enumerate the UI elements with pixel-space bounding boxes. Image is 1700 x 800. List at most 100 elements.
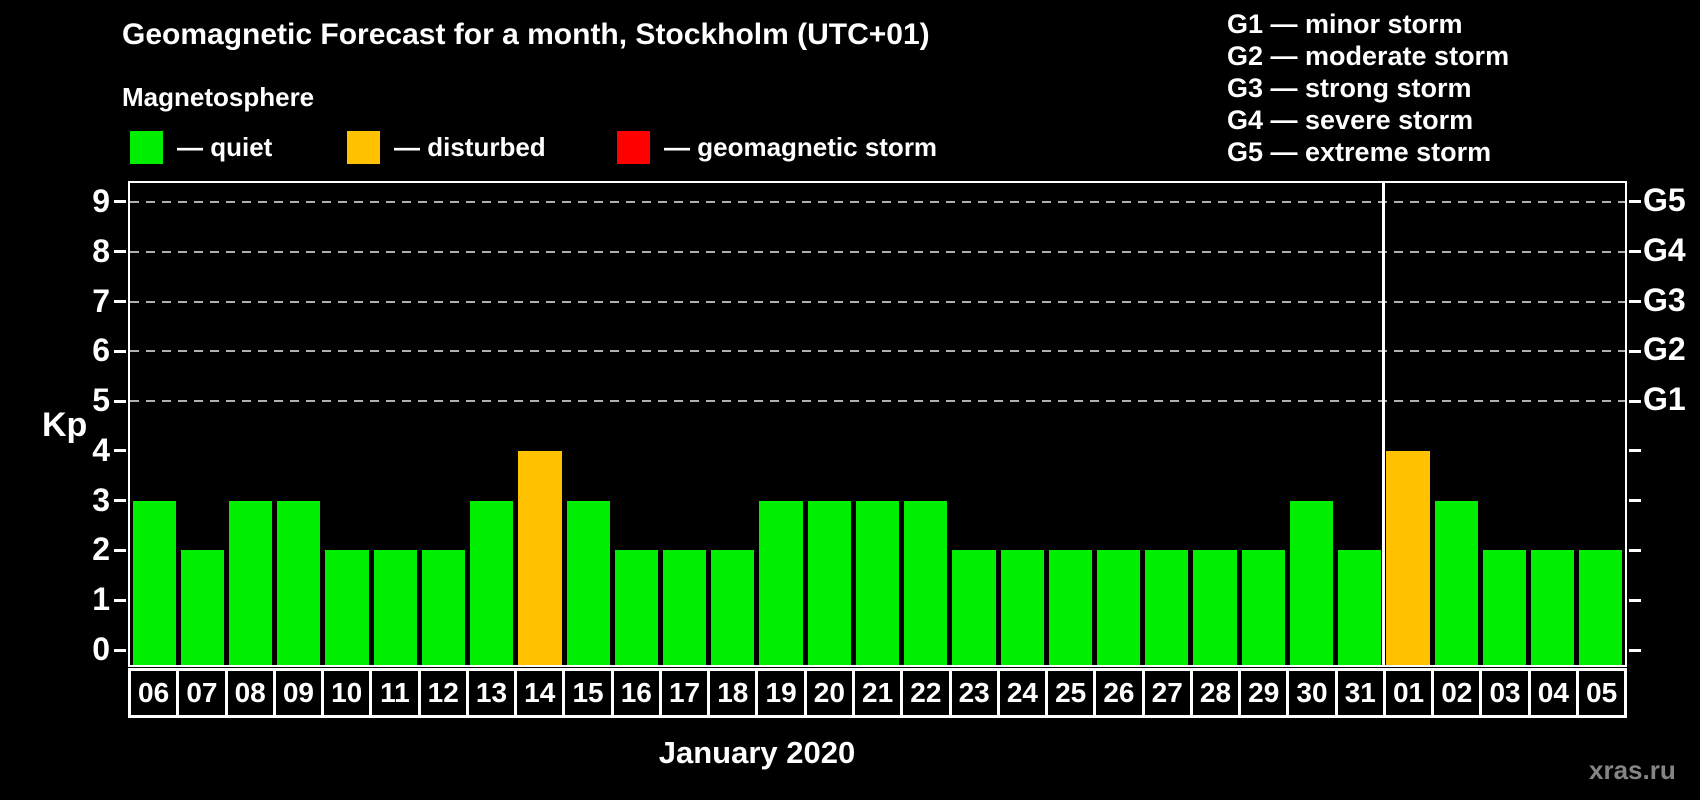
kp-bar-day-27: [1145, 550, 1189, 665]
kp-bar-day-28: [1193, 550, 1237, 665]
kp-bar-day-21: [855, 500, 900, 665]
g-scale-legend-line-g2: G2 — moderate storm: [1227, 41, 1510, 71]
gridline-kp8: [130, 250, 1625, 253]
g-scale-label-g3: G3: [1643, 281, 1686, 318]
y-axis-tick-label: 8: [92, 232, 110, 269]
date-cell-25: 25: [1045, 668, 1097, 718]
y-axis-title: Kp: [42, 406, 88, 444]
date-cell-09: 09: [272, 668, 325, 718]
date-cell-14: 14: [514, 668, 566, 718]
gridline-kp7: [130, 300, 1625, 303]
legend-item-quiet: — quiet: [130, 130, 272, 164]
x-axis-title: January 2020: [658, 735, 856, 770]
plot-area: 0 1 2 3 4 5 6 7 8 9 G1 G2 G3 G4 G5: [92, 181, 1686, 667]
y-axis-tick: [114, 349, 126, 353]
kp-bar-day-26: [1097, 550, 1141, 665]
date-cell-06: 06: [128, 668, 180, 718]
kp-bar-day-20: [807, 500, 851, 665]
watermark: xras.ru: [1589, 755, 1676, 785]
kp-bar-day-09: [277, 500, 321, 665]
date-cell-08: 08: [224, 668, 276, 718]
right-axis-tick: [1629, 300, 1641, 304]
g-scale-legend-line-g3: G3 — strong storm: [1227, 73, 1472, 103]
right-axis-tick: [1629, 200, 1641, 204]
kp-bar-day-25: [1048, 550, 1092, 665]
date-cell-11: 11: [369, 668, 421, 718]
kp-bar-day-24: [1000, 550, 1044, 665]
y-axis-tick-label: 1: [92, 581, 110, 618]
right-axis-tick: [1629, 499, 1641, 503]
date-cell-20: 20: [803, 668, 855, 718]
gridline-kp9: [130, 200, 1625, 203]
legend-label-storm: — geomagnetic storm: [664, 131, 938, 162]
y-axis-tick-label: 5: [92, 382, 110, 419]
y-axis-tick: [114, 399, 126, 403]
date-cell-26: 26: [1093, 668, 1145, 718]
kp-bar-day-19: [759, 500, 803, 665]
date-cell-10: 10: [321, 668, 373, 718]
y-axis-tick-label: 4: [92, 431, 110, 468]
quiet-color-swatch: [130, 130, 163, 164]
y-axis-tick: [114, 200, 126, 204]
date-cell-23: 23: [948, 668, 1000, 718]
gridline-kp5: [130, 400, 1625, 403]
date-cell-22: 22: [900, 668, 952, 718]
kp-bar-day-07: [180, 550, 224, 665]
y-axis-tick: [114, 648, 126, 652]
date-cell-21: 21: [851, 668, 904, 718]
right-axis-tick: [1629, 648, 1641, 652]
right-axis-tick: [1629, 598, 1641, 602]
y-axis-tick: [114, 250, 126, 254]
date-cell-29: 29: [1238, 668, 1290, 718]
date-cell-17: 17: [658, 668, 711, 718]
g-scale-legend-line-g1: G1 — minor storm: [1227, 9, 1463, 39]
storm-color-swatch: [617, 130, 650, 164]
kp-bar-day-31: [1338, 550, 1382, 665]
y-axis-tick-label: 0: [92, 631, 110, 667]
y-axis-tick: [114, 449, 126, 453]
date-cell-18: 18: [707, 668, 759, 718]
right-axis-tick: [1629, 250, 1641, 254]
g-scale-label-g2: G2: [1643, 331, 1686, 368]
kp-bar-day-22: [904, 500, 948, 665]
g-scale-label-g5: G5: [1643, 181, 1686, 218]
kp-bar-day-17: [662, 550, 707, 665]
kp-bar-day-06: [132, 500, 176, 665]
g-scale-legend-line-g5: G5 — extreme storm: [1227, 137, 1492, 167]
date-cell-15: 15: [562, 668, 614, 718]
date-cell-31: 31: [1334, 668, 1386, 718]
kp-bar-day-23: [952, 550, 996, 665]
date-cell-05: 05: [1575, 668, 1628, 718]
kp-bar-day-15: [566, 500, 610, 665]
x-axis-date-row: 06 07 08 09 10 11 12 13 14 15 16 17 18 19 20 21 22 23 24 25…: [128, 668, 1628, 718]
y-axis-tick-label: 9: [92, 182, 110, 219]
y-axis-tick: [114, 598, 126, 602]
right-axis-tick: [1629, 548, 1641, 552]
date-cell-30: 30: [1286, 668, 1338, 718]
right-axis-tick: [1629, 449, 1641, 453]
date-cell-02: 02: [1431, 668, 1483, 718]
y-axis-tick: [114, 300, 126, 304]
kp-bar-day-16: [614, 550, 658, 665]
kp-bar-day-12: [421, 550, 466, 665]
date-cell-07: 07: [176, 668, 228, 718]
kp-bar-day-11: [373, 550, 417, 665]
y-axis-tick-label: 2: [92, 531, 110, 568]
y-axis-tick-label: 7: [92, 282, 110, 319]
date-cell-16: 16: [610, 668, 662, 718]
date-cell-04: 04: [1527, 668, 1579, 718]
legend-label-quiet: — quiet: [177, 131, 273, 162]
date-cell-03: 03: [1479, 668, 1531, 718]
kp-bar-day-29: [1241, 550, 1285, 665]
y-axis-tick: [114, 499, 126, 503]
kp-bar-day-03: [1482, 550, 1527, 665]
g-scale-legend: G1 — minor storm G2 — moderate storm G3 …: [1227, 8, 1509, 168]
month-divider-line: [1382, 183, 1386, 665]
date-cell-27: 27: [1141, 668, 1193, 718]
date-cell-12: 12: [417, 668, 469, 718]
y-axis-tick: [114, 548, 126, 552]
legend-item-disturbed: — disturbed: [347, 130, 546, 164]
date-cell-01: 01: [1382, 668, 1435, 718]
date-cell-13: 13: [465, 668, 518, 718]
legend-label-disturbed: — disturbed: [394, 131, 546, 162]
